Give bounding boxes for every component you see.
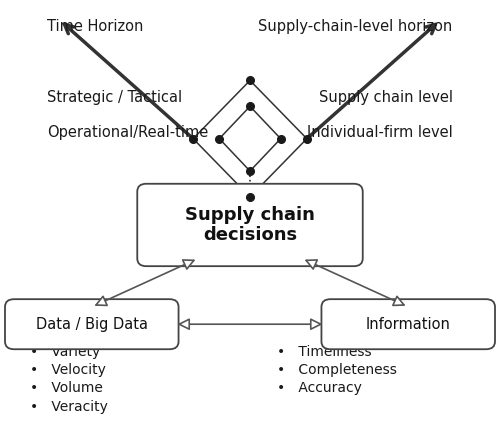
FancyBboxPatch shape	[138, 184, 362, 266]
Text: •   Volume: • Volume	[30, 382, 103, 395]
FancyArrowPatch shape	[96, 260, 194, 305]
Text: •   Velocity: • Velocity	[30, 364, 106, 378]
Text: Strategic / Tactical: Strategic / Tactical	[48, 90, 182, 105]
FancyArrowPatch shape	[179, 319, 321, 329]
Text: Data / Big Data: Data / Big Data	[36, 317, 148, 332]
Text: •   Accuracy: • Accuracy	[277, 382, 362, 395]
FancyBboxPatch shape	[322, 299, 495, 349]
Text: •   Timeliness: • Timeliness	[277, 345, 372, 359]
Text: •   Completeness: • Completeness	[277, 364, 397, 378]
Text: Individual-firm level: Individual-firm level	[307, 125, 452, 140]
Text: Supply chain
decisions: Supply chain decisions	[185, 205, 315, 244]
Text: Supply-chain-level horizon: Supply-chain-level horizon	[258, 19, 452, 34]
FancyArrowPatch shape	[306, 260, 404, 305]
FancyBboxPatch shape	[5, 299, 178, 349]
Text: Supply chain level: Supply chain level	[318, 90, 452, 105]
Text: •   Veracity: • Veracity	[30, 399, 108, 413]
Text: Information: Information	[366, 317, 450, 332]
Text: •   Variety: • Variety	[30, 345, 100, 359]
Text: Operational/Real-time: Operational/Real-time	[48, 125, 208, 140]
Text: Time Horizon: Time Horizon	[48, 19, 144, 34]
